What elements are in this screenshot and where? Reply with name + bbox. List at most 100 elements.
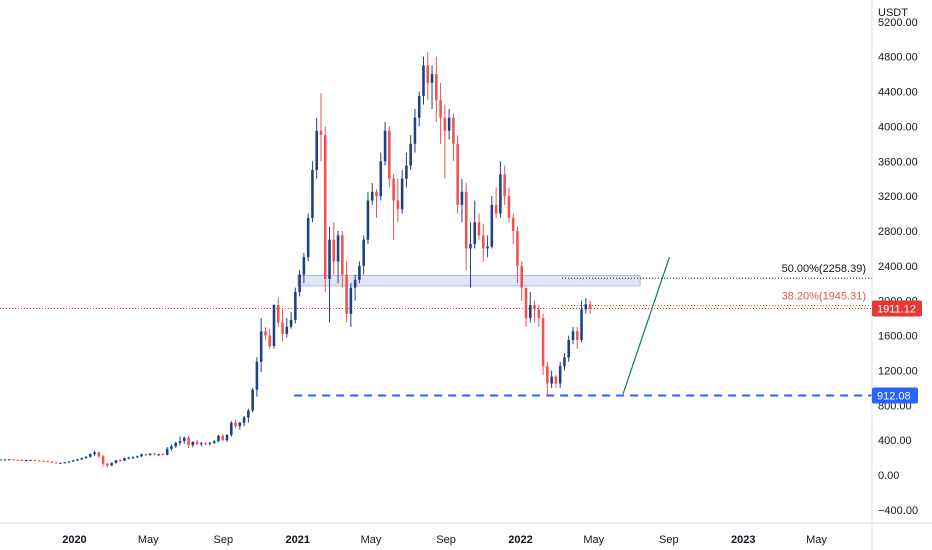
candle — [443, 104, 447, 179]
candle — [464, 183, 468, 271]
candle — [353, 274, 357, 301]
candle — [289, 312, 293, 329]
candle — [67, 461, 71, 463]
candle — [118, 459, 122, 462]
candle — [183, 436, 186, 444]
candle — [89, 453, 92, 458]
candle — [144, 453, 148, 456]
candle — [580, 300, 583, 343]
candle — [101, 455, 105, 467]
candle — [294, 287, 297, 324]
candle — [430, 65, 434, 109]
candle — [29, 459, 32, 461]
candle — [546, 361, 549, 397]
x-tick-label: May — [583, 534, 604, 546]
candle — [42, 460, 45, 462]
candle — [405, 152, 408, 188]
support-price-tag: 912.08 — [872, 387, 918, 404]
candle — [285, 318, 289, 338]
y-tick-label: 4000.00 — [878, 121, 918, 133]
candle — [272, 304, 276, 349]
candle — [161, 453, 165, 456]
y-tick-label: 2800.00 — [878, 226, 918, 238]
y-tick-label: 3600.00 — [878, 156, 918, 168]
y-tick-label: 4800.00 — [878, 52, 918, 64]
candle — [486, 235, 489, 258]
x-tick-label: 2023 — [731, 534, 755, 546]
x-tick-label: Sep — [659, 534, 679, 546]
candle — [516, 226, 519, 284]
current-price-tag: 1911.12 — [872, 300, 922, 317]
y-tick-label: 5200.00 — [878, 17, 918, 29]
candle — [507, 187, 511, 223]
candle — [281, 309, 284, 342]
candle — [379, 152, 383, 201]
plot-area[interactable]: 50.00%(2258.39) 38.20%(1945.31) — [0, 52, 872, 468]
candle — [251, 387, 254, 413]
candle — [426, 52, 430, 101]
candle — [208, 441, 212, 446]
candle — [349, 283, 353, 327]
candle — [375, 189, 378, 218]
candle — [482, 224, 485, 262]
candle — [54, 461, 58, 464]
candle — [0, 459, 2, 461]
candle — [33, 459, 37, 461]
fib-50-label: 50.00%(2258.39) — [782, 263, 866, 275]
candle — [24, 459, 28, 462]
candle — [366, 191, 370, 245]
y-tick-label: 1200.00 — [878, 365, 918, 377]
candle — [323, 126, 327, 293]
candle — [200, 441, 203, 447]
candle — [37, 460, 41, 462]
candle — [370, 183, 374, 205]
candle — [50, 461, 54, 463]
candle — [114, 459, 118, 464]
candle — [469, 222, 472, 288]
candle — [409, 135, 412, 170]
candle — [268, 328, 271, 349]
candle — [127, 456, 131, 460]
candle — [575, 326, 579, 349]
candle — [153, 452, 156, 456]
candle — [319, 93, 323, 162]
svg-text:1911.12: 1911.12 — [877, 303, 916, 315]
candle — [336, 230, 340, 284]
candle — [524, 287, 528, 327]
candle — [439, 82, 442, 144]
candle — [7, 459, 11, 461]
trend-line[interactable] — [622, 256, 670, 395]
x-axis[interactable]: 2020 May Sep 2021 May Sep 2022 May Sep 2023 May — [0, 522, 932, 546]
candle — [12, 459, 15, 461]
candle — [157, 453, 160, 456]
x-tick-label: 2022 — [508, 534, 532, 546]
candles — [0, 52, 592, 468]
candle — [264, 326, 267, 340]
candle — [332, 222, 336, 275]
candle — [396, 178, 400, 223]
y-axis[interactable]: USDT 5200.00 4800.00 4400.00 4000.00 3600.00… — [871, 0, 922, 550]
candle — [76, 458, 79, 462]
y-tick-label: 1600.00 — [878, 331, 918, 343]
candle — [136, 455, 139, 459]
candle — [140, 453, 143, 458]
candle — [123, 457, 126, 462]
y-tick-label: 4400.00 — [878, 87, 918, 99]
candle — [362, 235, 365, 275]
candle — [20, 459, 24, 461]
candle — [563, 353, 566, 371]
candle — [490, 196, 494, 249]
x-tick-label: Sep — [436, 534, 456, 546]
support-zone — [297, 274, 641, 287]
candle — [71, 460, 75, 462]
y-tick-label: −400.00 — [878, 505, 918, 517]
candle — [3, 459, 7, 461]
candle — [93, 450, 96, 456]
candle — [537, 305, 541, 327]
candle — [63, 461, 66, 464]
candle — [358, 261, 361, 284]
candle — [588, 300, 592, 314]
candle — [584, 298, 588, 314]
candle — [195, 440, 199, 446]
